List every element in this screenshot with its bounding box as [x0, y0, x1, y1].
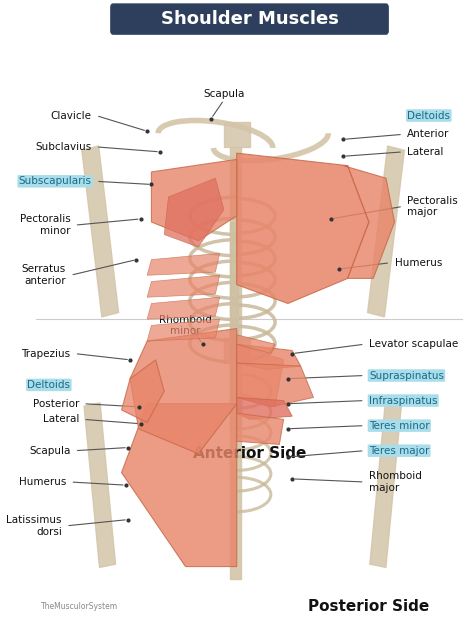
Text: Humerus: Humerus: [18, 477, 66, 487]
Text: Levator scapulae: Levator scapulae: [369, 339, 458, 349]
Text: Posterior Side: Posterior Side: [308, 599, 429, 614]
Polygon shape: [147, 319, 219, 341]
Polygon shape: [164, 178, 224, 247]
Polygon shape: [147, 297, 219, 319]
Text: Trapezius: Trapezius: [21, 349, 70, 358]
Bar: [368, 146, 404, 317]
Text: Supraspinatus: Supraspinatus: [369, 370, 444, 380]
Text: Lateral: Lateral: [407, 147, 444, 157]
Polygon shape: [151, 159, 237, 241]
Text: Humerus: Humerus: [394, 258, 442, 268]
Polygon shape: [237, 153, 369, 303]
Text: Rhomboid
major: Rhomboid major: [369, 471, 422, 493]
Text: Teres major: Teres major: [369, 446, 429, 456]
Text: Lateral: Lateral: [43, 415, 79, 424]
Text: Pectoralis
major: Pectoralis major: [407, 195, 458, 217]
Bar: [84, 403, 116, 568]
Text: Anterior Side: Anterior Side: [193, 446, 306, 461]
Text: Infraspinatus: Infraspinatus: [369, 396, 438, 406]
Polygon shape: [147, 253, 219, 276]
Text: Subscapularis: Subscapularis: [18, 176, 91, 186]
Polygon shape: [237, 398, 292, 420]
Bar: [370, 403, 401, 568]
Text: Subclavius: Subclavius: [36, 142, 91, 152]
Text: Anterior: Anterior: [407, 130, 450, 139]
FancyBboxPatch shape: [111, 4, 388, 34]
Bar: [82, 146, 118, 317]
Polygon shape: [121, 404, 237, 566]
Polygon shape: [237, 363, 313, 407]
Polygon shape: [121, 360, 164, 423]
Polygon shape: [343, 166, 394, 279]
Text: Rhomboid
minor: Rhomboid minor: [159, 315, 212, 336]
Polygon shape: [237, 335, 275, 353]
Bar: [230, 147, 241, 428]
Polygon shape: [237, 344, 301, 369]
Text: Latissimus
dorsi: Latissimus dorsi: [6, 515, 62, 537]
Text: TheMusculorSystem: TheMusculorSystem: [40, 602, 118, 611]
Text: Clavicle: Clavicle: [51, 111, 91, 121]
Bar: [230, 222, 238, 360]
Polygon shape: [237, 413, 283, 444]
Polygon shape: [130, 329, 237, 454]
Text: Teres minor: Teres minor: [369, 421, 429, 430]
Bar: [230, 341, 241, 579]
Text: Scapula: Scapula: [29, 446, 70, 456]
Text: Pectoralis
minor: Pectoralis minor: [19, 214, 70, 236]
Text: Shoulder Muscles: Shoulder Muscles: [161, 10, 338, 28]
Text: Deltoids: Deltoids: [27, 380, 70, 390]
Bar: [224, 338, 249, 363]
Text: Serratus
anterior: Serratus anterior: [22, 264, 66, 286]
Text: Posterior: Posterior: [33, 399, 79, 409]
Text: Deltoids: Deltoids: [407, 111, 450, 121]
Text: Scapula: Scapula: [203, 88, 245, 99]
Polygon shape: [237, 344, 283, 407]
Bar: [224, 122, 249, 147]
Polygon shape: [147, 276, 219, 297]
